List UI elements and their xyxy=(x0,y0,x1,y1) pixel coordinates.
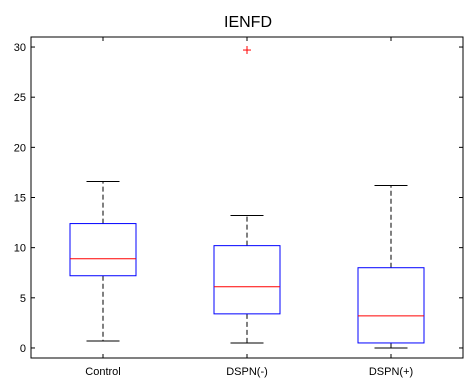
iqr-box xyxy=(69,223,137,277)
y-tick-label: 20 xyxy=(14,142,26,154)
x-tick-label: Control xyxy=(85,366,120,378)
plot-area xyxy=(30,36,464,359)
y-tick-label: 15 xyxy=(14,193,26,205)
y-tick-label: 5 xyxy=(20,293,26,305)
x-tick-label: DSPN(-) xyxy=(226,366,268,378)
y-tick-label: 25 xyxy=(14,92,26,104)
box-control xyxy=(69,180,137,342)
box-dspn xyxy=(213,46,281,344)
chart-title: IENFD xyxy=(224,14,272,31)
y-tick-label: 0 xyxy=(20,343,26,355)
box-dspn xyxy=(357,184,425,349)
y-tick-label: 30 xyxy=(14,42,26,54)
x-tick-label: DSPN(+) xyxy=(369,366,413,378)
iqr-box xyxy=(213,245,281,315)
x-axis: Control DSPN(-) DSPN(+) xyxy=(85,37,413,378)
y-tick-label: 10 xyxy=(14,243,26,255)
box-series xyxy=(69,46,425,349)
y-axis: 0 5 10 15 20 25 30 xyxy=(14,42,463,355)
iqr-box xyxy=(357,267,425,344)
